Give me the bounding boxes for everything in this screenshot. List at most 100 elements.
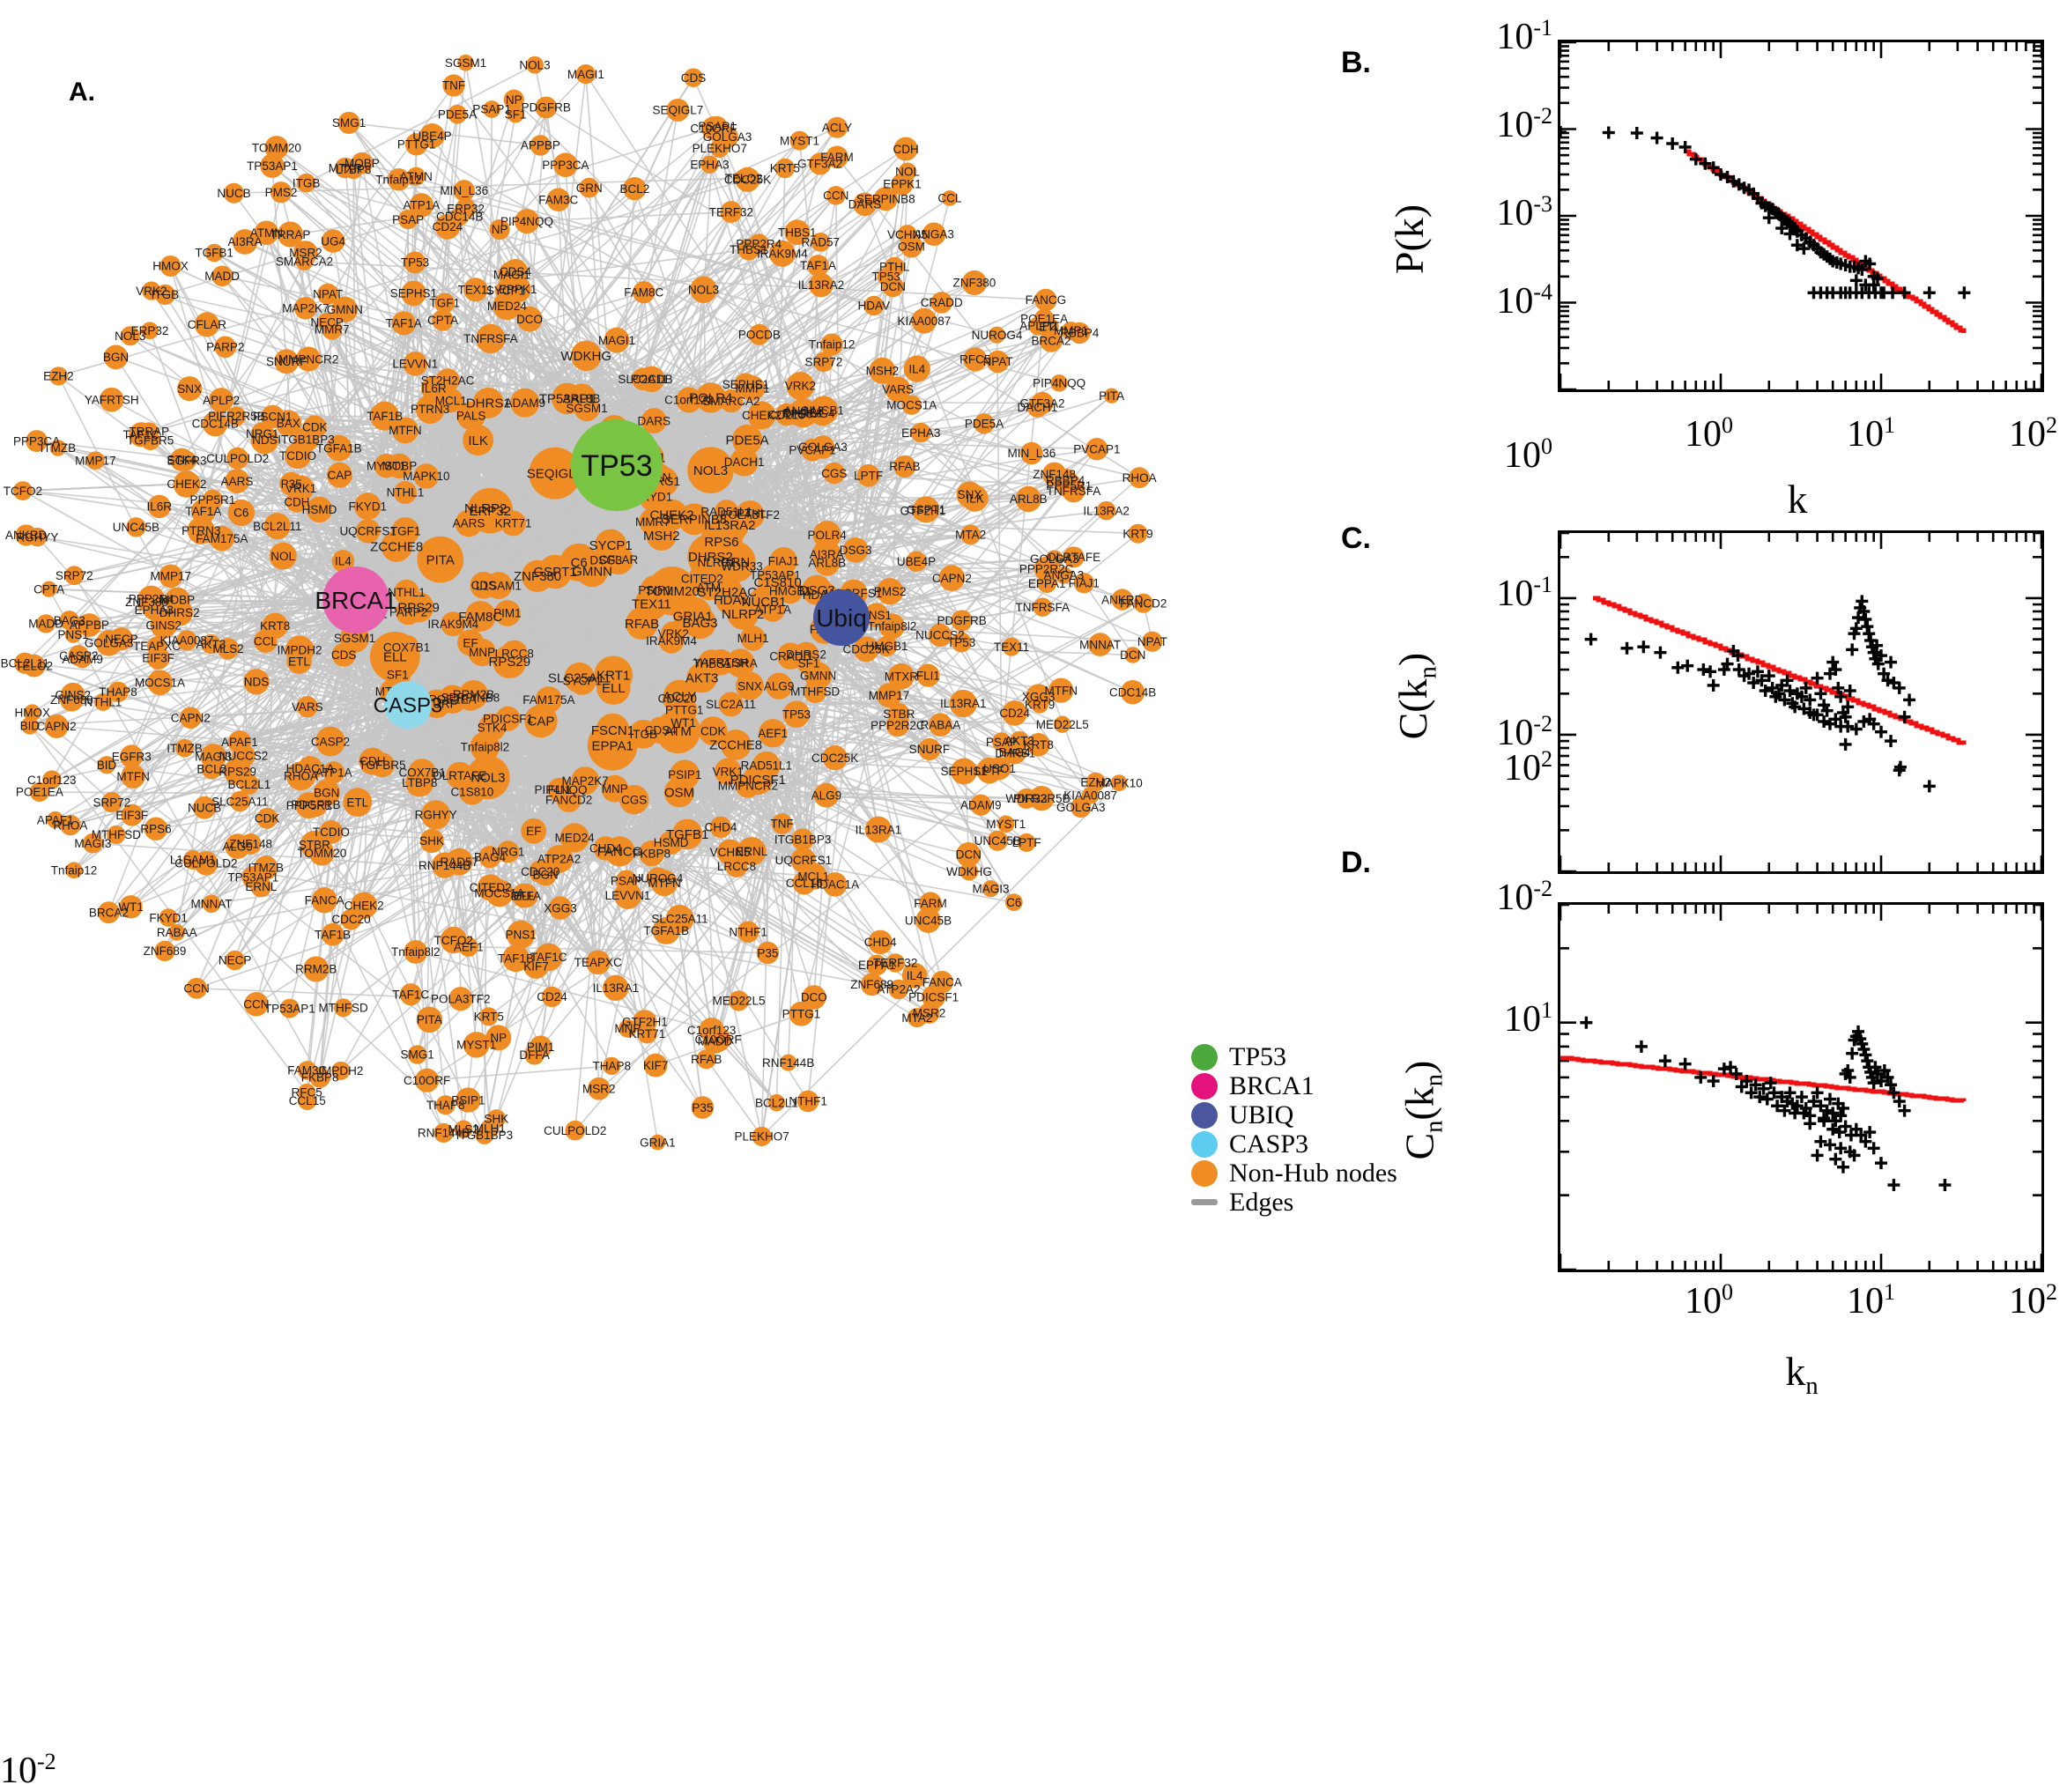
legend-item-label: TP53 xyxy=(1229,1044,1286,1070)
network-node-label: ETL xyxy=(346,796,368,809)
network-node-label: CDC25K xyxy=(811,752,858,765)
network-node-label: SMARCA2 xyxy=(702,395,759,408)
network-node-label: ARL8B xyxy=(1010,492,1048,506)
network-node-label: NLRP2 xyxy=(722,607,764,622)
network-node-label: RGHYY xyxy=(16,530,58,544)
panel-d-ylabel: Cn(kn) xyxy=(1396,1061,1448,1160)
legend-item-ubiq[interactable]: UBIQ xyxy=(1191,1100,1397,1129)
network-node-label: PTTG1 xyxy=(665,703,704,716)
network-node-label: EF xyxy=(463,636,478,649)
panel-d-plot[interactable] xyxy=(1560,905,2041,1270)
network-node-label: EPHA3 xyxy=(901,426,940,440)
panel-d-frame xyxy=(1558,902,2044,1272)
network-node-label: CCN xyxy=(243,998,269,1011)
network-node-label: RGHYY xyxy=(415,809,457,822)
network-node-label: ZNF380 xyxy=(514,569,561,584)
network-node-label: NP xyxy=(490,1032,507,1045)
panel-b-plot[interactable] xyxy=(1560,42,2041,389)
network-node-label: MTA2 xyxy=(901,1011,932,1025)
network-node-label: PTHL xyxy=(879,261,910,274)
network-node-label: ETL xyxy=(288,655,310,668)
network-node-label: RNF144B xyxy=(762,1056,814,1070)
network-node-label: FLI1 xyxy=(916,669,940,682)
network-node-label: FANCD2 xyxy=(1120,596,1167,610)
network-node-label: TCFO2 xyxy=(4,485,42,498)
network-node-label: EGFR3 xyxy=(112,750,152,763)
network-node-label: ILK xyxy=(468,433,488,448)
network-node-label: DACH1 xyxy=(724,455,765,469)
legend-item-non-hub-nodes[interactable]: Non-Hub nodes xyxy=(1191,1159,1397,1188)
network-node-label: HSMD xyxy=(302,503,337,516)
legend-item-casp3[interactable]: CASP3 xyxy=(1191,1129,1397,1159)
network-graph[interactable]: CDC25KKIAA0087THAP8CDC14BNTHL1DSG3SNURFN… xyxy=(0,0,1304,1420)
network-node-label: THBS1 xyxy=(730,243,768,256)
network-node-label: TAF1B xyxy=(367,410,403,423)
network-node-label: GOLGA3 xyxy=(85,637,134,650)
network-node-label: MTHFSD xyxy=(790,685,840,699)
network-node-label: IRAK9M4 xyxy=(427,618,478,631)
network-node-label: Tnfaip12 xyxy=(51,863,98,877)
network-node-label: ITGB xyxy=(152,288,180,301)
network-node-label: MIN_L36 xyxy=(440,184,488,197)
network-node-label: GTF3A2 xyxy=(1019,396,1064,410)
network-node-label: NOL xyxy=(895,166,920,179)
network-node-label: NRG1 xyxy=(246,427,279,441)
network-node-label: C10ORF xyxy=(694,1033,741,1046)
node-swatch-icon xyxy=(1191,1073,1218,1100)
network-node-label: SMG1 xyxy=(332,116,366,130)
x-tick-label: 102 xyxy=(2009,412,2057,455)
x-tick-label: 101 xyxy=(1847,412,1895,455)
network-node-label: NOL3 xyxy=(688,284,719,297)
network-node-label: EPPA1 xyxy=(592,738,633,753)
network-node-label: SNURF xyxy=(909,743,951,756)
network-node-label: KIAA0087 xyxy=(897,315,951,328)
network-node-label: NOL3 xyxy=(519,58,550,71)
network-node-label: SYCP1 xyxy=(486,284,525,297)
network-node-label: MAGI1 xyxy=(567,68,604,81)
network-node-label: ITGB1BP3 xyxy=(774,833,832,847)
panel-b-frame xyxy=(1558,40,2044,392)
legend-item-brca1[interactable]: BRCA1 xyxy=(1191,1071,1397,1100)
network-node-label: MIN_L36 xyxy=(1007,447,1056,460)
panel-c-plot[interactable] xyxy=(1560,533,2041,871)
panel-d-xlabel: kn xyxy=(1749,1348,1855,1401)
network-node-label: PDE5A xyxy=(965,417,1004,430)
network-node-label: BCL2L11 xyxy=(1,656,49,670)
network-node-label: ACLY xyxy=(822,121,852,134)
network-node-label: SMG1 xyxy=(401,1048,434,1062)
network-node-label: PSAP xyxy=(392,213,424,226)
network-node-label: SLC25A11 xyxy=(548,670,611,685)
edge-swatch-icon xyxy=(1191,1199,1218,1205)
network-node-label: BCL2 xyxy=(196,762,226,775)
network-node-label: RFAB xyxy=(691,1053,722,1066)
network-node-label: CPTA xyxy=(33,582,64,596)
network-node-label: CAPN2 xyxy=(932,572,972,585)
network-node-label: PDGFRB xyxy=(937,614,986,627)
legend-item-edges[interactable]: Edges xyxy=(1191,1188,1397,1217)
network-node-label: MLH1 xyxy=(737,632,769,645)
network-node-label: PDGFRB xyxy=(291,798,340,811)
network-node-label: VARS xyxy=(882,383,914,396)
network-node-label: NPAT xyxy=(1137,635,1167,648)
network-node-label: TGFB1 xyxy=(195,247,233,260)
network-node-label: STK4 xyxy=(167,453,196,466)
network-node-label: CULPOLD2 xyxy=(206,452,269,465)
network-node-label: ZCCHE8 xyxy=(709,738,762,753)
network-node-label: PLEKHO7 xyxy=(693,142,747,155)
network-node-label: MAGI3 xyxy=(972,882,1009,895)
legend-item-tp53[interactable]: TP53 xyxy=(1191,1042,1397,1071)
network-node-label: KRT9 xyxy=(1122,527,1152,540)
network-node-label: RPS6 xyxy=(140,822,171,835)
network-node-label: MNP xyxy=(602,782,628,796)
network-node-label: POCDB xyxy=(738,329,781,342)
network-node-label: GOLGA3 xyxy=(1056,801,1106,814)
network-node-label: CDS xyxy=(681,71,707,85)
network-node-label: ITMZB xyxy=(167,742,203,755)
network-node-label: ANGA3 xyxy=(783,404,824,418)
network-node-label: TERF32 xyxy=(873,957,917,970)
network-node-label: TAF1B xyxy=(498,952,534,965)
network-node-label: MYST1 xyxy=(780,134,819,147)
data-points xyxy=(1560,126,1970,299)
network-node-label: TNF xyxy=(442,79,465,93)
network-node-label: Tnfaip8l2 xyxy=(461,740,510,753)
